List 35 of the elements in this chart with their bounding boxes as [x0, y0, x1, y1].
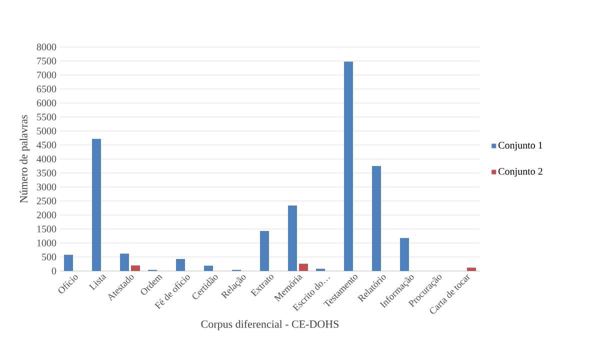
- bar: [92, 138, 102, 271]
- bar: [288, 205, 298, 271]
- bar: [344, 62, 354, 271]
- y-tick-label: 1500: [37, 226, 56, 232]
- bar: [176, 258, 186, 271]
- y-axis-title: Número de palavras: [20, 115, 30, 203]
- y-tick-label: 1000: [37, 240, 56, 246]
- y-tick-label: 2000: [36, 212, 56, 218]
- y-tick-label: 7500: [37, 58, 56, 64]
- x-axis-title: Corpus diferencial - CE-DOHS: [201, 320, 339, 330]
- y-tick-label: 4500: [36, 142, 56, 148]
- y-tick-label: 6500: [36, 86, 56, 92]
- y-tick-label: 5500: [37, 114, 56, 120]
- y-tick-label: 7000: [37, 72, 56, 78]
- y-tick-label: 3500: [36, 170, 56, 176]
- bar: [64, 254, 74, 271]
- bar: [400, 238, 410, 271]
- bar: [130, 265, 140, 271]
- y-tick-label: 500: [42, 254, 56, 260]
- y-tick-label: 8000: [36, 44, 56, 50]
- bar: [467, 268, 476, 271]
- y-tick-label: 0: [52, 268, 56, 274]
- y-tick-label: 4000: [36, 156, 56, 162]
- bar: [372, 166, 382, 271]
- y-tick-label: 5000: [37, 128, 56, 134]
- bar: [260, 230, 270, 271]
- y-tick-label: 2500: [36, 198, 56, 204]
- y-tick-label: 6000: [36, 100, 56, 106]
- bar: [120, 254, 130, 271]
- legend-label: Conjunto 1: [498, 142, 542, 151]
- bar: [299, 264, 308, 271]
- legend-label: Conjunto 2: [498, 168, 542, 177]
- y-tick-label: 3000: [36, 184, 56, 190]
- bar: [204, 266, 214, 271]
- x-tick-label: Lista: [88, 274, 106, 290]
